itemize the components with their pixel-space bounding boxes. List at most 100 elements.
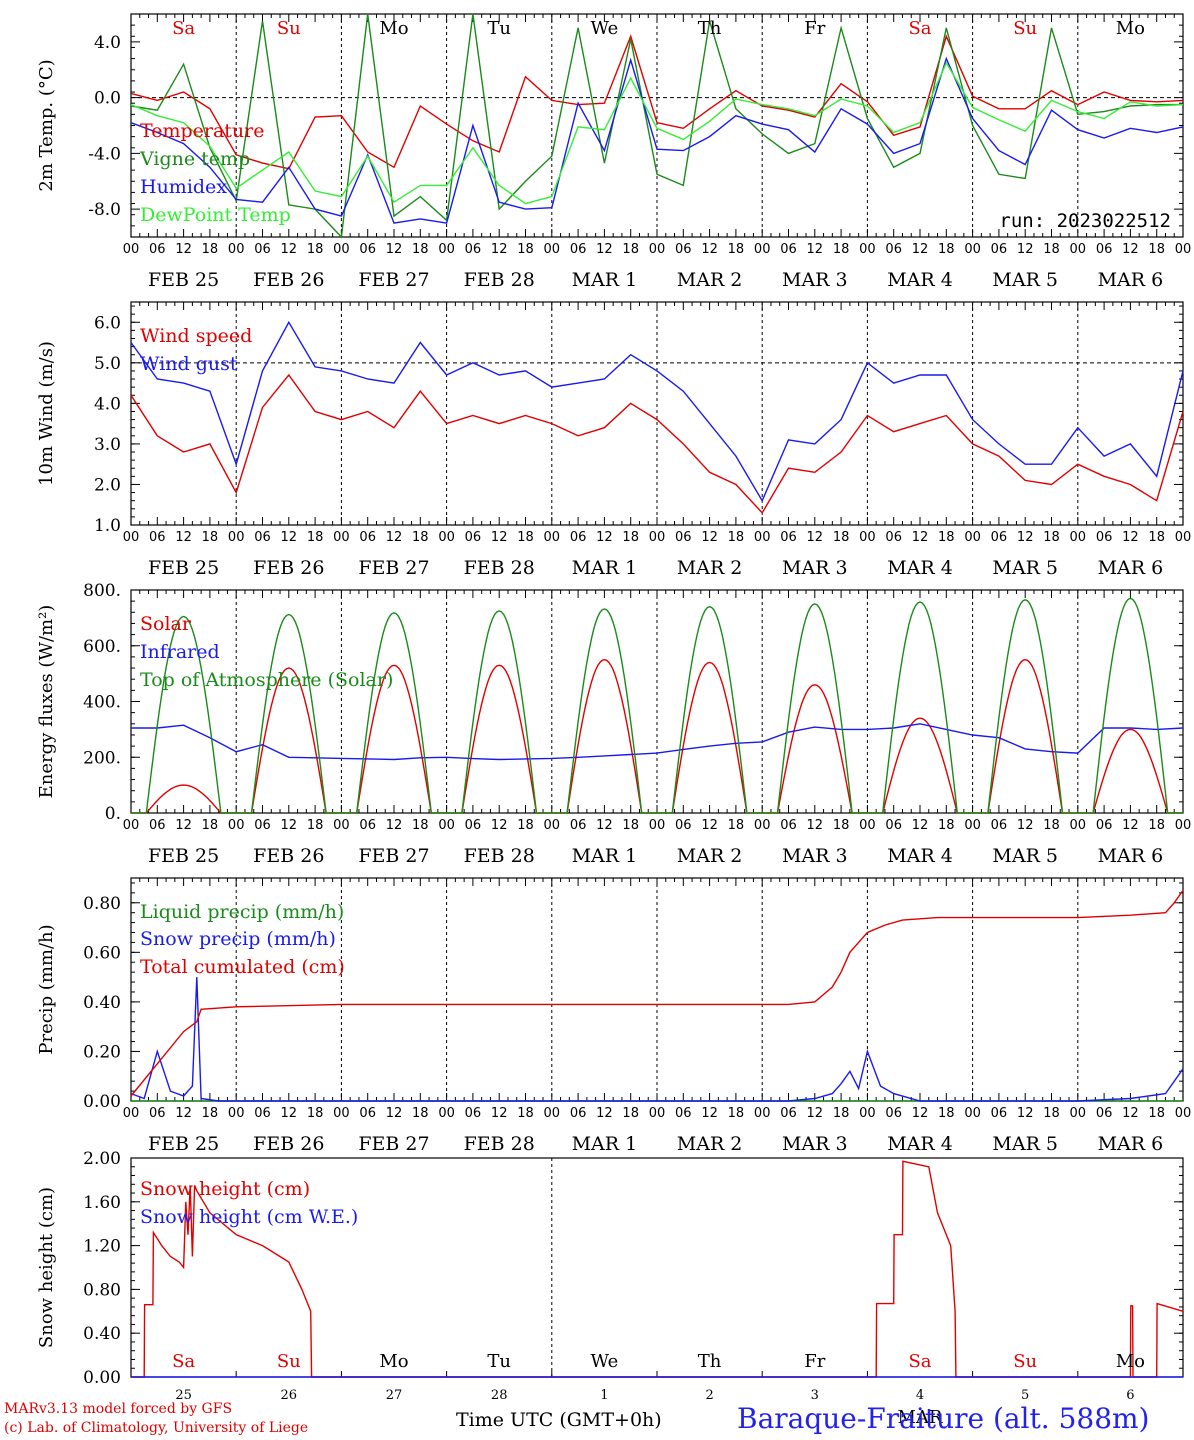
hour-label: 12: [175, 242, 192, 257]
date-label: MAR 3: [782, 845, 848, 867]
date-label: MAR 4: [887, 269, 953, 291]
hour-label: 18: [1148, 530, 1165, 545]
hour-label: 18: [833, 530, 850, 545]
hour-label: 18: [1148, 818, 1165, 833]
hour-label: 18: [412, 1106, 429, 1121]
y-tick-label: 0.40: [83, 993, 121, 1013]
date-label: MAR 2: [677, 557, 743, 579]
y-tick-label: 600.: [83, 637, 121, 657]
hour-label: 18: [622, 530, 639, 545]
date-label: MAR 6: [1098, 269, 1164, 291]
date-label: MAR 5: [992, 269, 1058, 291]
date-label: MAR 3: [782, 1133, 848, 1155]
y-tick-label: 6.0: [94, 313, 121, 333]
date-label: MAR 1: [572, 845, 638, 867]
hour-label: 18: [1043, 530, 1060, 545]
hour-label: 06: [149, 530, 166, 545]
y-tick-label: 2.0: [94, 475, 121, 495]
day-name: Mo: [379, 1351, 408, 1372]
date-label: FEB 26: [253, 557, 324, 579]
hour-label: 18: [1148, 242, 1165, 257]
hour-label: 06: [465, 1106, 482, 1121]
series-line-snow-precip-mm-h-: [130, 977, 1184, 1102]
hour-label: 06: [675, 242, 692, 257]
y-axis-label: Snow height (cm): [36, 1187, 57, 1348]
hour-label: 06: [675, 1106, 692, 1121]
hour-label: 00: [1175, 1106, 1192, 1121]
hour-label: 00: [964, 818, 981, 833]
legend-entry: Wind speed: [140, 325, 252, 347]
series-line-humidex: [130, 56, 1184, 224]
hour-label: 06: [149, 242, 166, 257]
day-name: Mo: [1116, 18, 1145, 39]
date-label: FEB 26: [253, 269, 324, 291]
hour-label: 00: [438, 530, 455, 545]
hour-label: 00: [333, 242, 350, 257]
day-name: Mo: [1116, 1351, 1145, 1372]
hour-label: 12: [912, 530, 929, 545]
day-name: Mo: [379, 18, 408, 39]
date-label: FEB 28: [464, 1133, 535, 1155]
hour-label: 12: [1017, 1106, 1034, 1121]
hour-label: 00: [544, 242, 561, 257]
date-label: FEB 25: [148, 557, 219, 579]
hour-label: 06: [359, 530, 376, 545]
hour-label: 06: [149, 1106, 166, 1121]
station-title: Baraque-Fraiture (alt. 588m): [737, 1402, 1150, 1435]
hour-label: 12: [1017, 818, 1034, 833]
y-axis-label: Energy fluxes (W/m²): [36, 605, 57, 799]
day-name: Su: [277, 1351, 301, 1372]
hour-label: 12: [175, 530, 192, 545]
hour-label: 18: [1043, 242, 1060, 257]
hour-label: 06: [991, 1106, 1008, 1121]
date-label: MAR 3: [782, 557, 848, 579]
day-name: Su: [1013, 1351, 1037, 1372]
hour-label: 06: [359, 242, 376, 257]
hour-label: 00: [544, 1106, 561, 1121]
date-label: FEB 26: [253, 845, 324, 867]
hour-label: 06: [780, 242, 797, 257]
hour-label: 06: [570, 530, 587, 545]
day-number: 28: [491, 1388, 508, 1403]
hour-label: 18: [202, 1106, 219, 1121]
hour-label: 18: [728, 1106, 745, 1121]
hour-label: 00: [438, 1106, 455, 1121]
y-tick-label: 1.20: [83, 1237, 121, 1257]
hour-label: 00: [1175, 818, 1192, 833]
hour-label: 12: [175, 818, 192, 833]
hour-label: 06: [780, 818, 797, 833]
hour-label: 06: [675, 530, 692, 545]
hour-label: 18: [412, 530, 429, 545]
day-name: Th: [698, 1351, 722, 1372]
hour-label: 12: [281, 818, 298, 833]
hour-label: 12: [1122, 818, 1139, 833]
hour-label: 06: [780, 1106, 797, 1121]
hour-label: 12: [386, 1106, 403, 1121]
hour-label: 18: [307, 242, 324, 257]
hour-label: 00: [859, 530, 876, 545]
day-name: Su: [277, 18, 301, 39]
date-label: MAR 6: [1098, 1133, 1164, 1155]
legend-entry: Humidex: [140, 176, 227, 198]
series-line-total-cumulated-cm-: [130, 889, 1184, 1097]
hour-label: 18: [412, 242, 429, 257]
hour-label: 12: [281, 1106, 298, 1121]
hour-label: 00: [228, 242, 245, 257]
hour-label: 18: [728, 242, 745, 257]
series-line-vigne-temp: [130, 13, 1183, 239]
hour-label: 12: [175, 1106, 192, 1121]
hour-label: 00: [754, 818, 771, 833]
date-label: MAR 6: [1098, 845, 1164, 867]
hour-label: 12: [1122, 242, 1139, 257]
day-number: 5: [1021, 1388, 1029, 1403]
hour-label: 00: [754, 242, 771, 257]
date-label: FEB 26: [253, 1133, 324, 1155]
hour-label: 00: [964, 242, 981, 257]
date-label: FEB 27: [358, 845, 429, 867]
hour-label: 06: [991, 530, 1008, 545]
day-number: 6: [1126, 1388, 1134, 1403]
hour-label: 18: [622, 818, 639, 833]
hour-label: 18: [1043, 1106, 1060, 1121]
date-label: MAR 5: [992, 557, 1058, 579]
